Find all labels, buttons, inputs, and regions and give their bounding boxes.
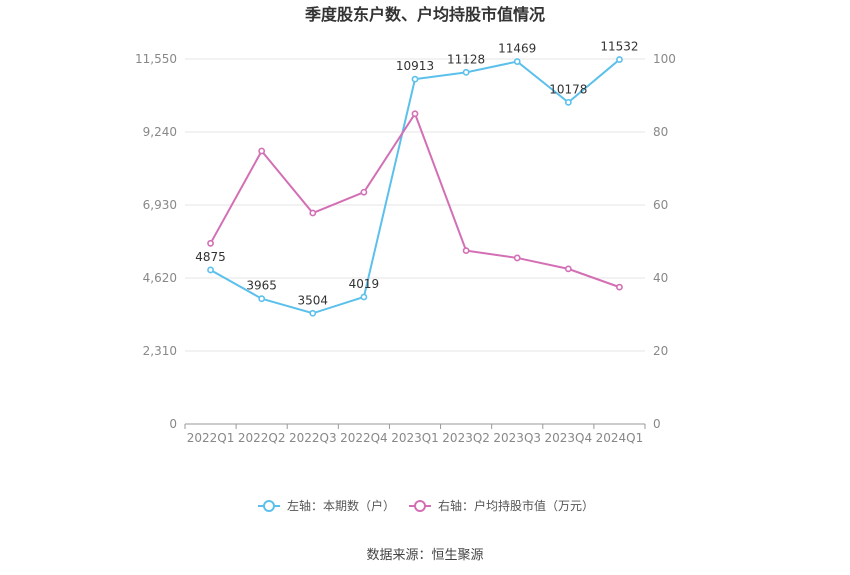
legend[interactable]: 左轴：本期数（户） 右轴：户均持股市值（万元） bbox=[258, 498, 594, 513]
data-label: 4019 bbox=[349, 277, 380, 291]
left-tick-label: 0 bbox=[169, 417, 177, 431]
right-tick-label: 0 bbox=[653, 417, 661, 431]
data-label: 11532 bbox=[600, 40, 638, 54]
data-point[interactable] bbox=[564, 265, 572, 273]
left-axis-ticks: 0 2,310 4,620 6,930 9,240 11,550 bbox=[135, 52, 177, 431]
data-point[interactable] bbox=[360, 293, 368, 301]
data-point[interactable] bbox=[411, 75, 419, 83]
data-point[interactable] bbox=[616, 283, 623, 291]
x-tick-label: 2023Q4 bbox=[545, 431, 593, 445]
data-point[interactable] bbox=[462, 68, 470, 76]
right-tick-label: 80 bbox=[653, 125, 668, 139]
data-point[interactable] bbox=[564, 98, 572, 106]
legend-item[interactable]: 右轴：户均持股市值（万元） bbox=[409, 498, 594, 513]
left-tick-label: 9,240 bbox=[143, 125, 177, 139]
left-tick-label: 11,550 bbox=[135, 52, 177, 66]
x-tick-label: 2024Q1 bbox=[596, 431, 644, 445]
grid-lines bbox=[185, 58, 645, 425]
data-point[interactable] bbox=[309, 309, 317, 317]
data-point[interactable] bbox=[309, 209, 317, 217]
legend-swatch-marker bbox=[263, 500, 275, 512]
data-label: 3965 bbox=[246, 279, 277, 293]
data-label: 3504 bbox=[298, 293, 329, 307]
data-point[interactable] bbox=[258, 147, 266, 155]
series-lines: 4875 3965 3504 4019 10913 11128 11469 10178 1153… bbox=[195, 40, 639, 317]
source-note: 数据来源：恒生聚源 bbox=[366, 548, 483, 563]
x-tick-label: 2023Q1 bbox=[391, 431, 439, 445]
x-tick-label: 2022Q3 bbox=[289, 431, 337, 445]
data-point[interactable] bbox=[207, 239, 214, 247]
right-tick-label: 100 bbox=[653, 52, 676, 66]
series-line-left bbox=[210, 58, 621, 315]
right-tick-label: 40 bbox=[653, 271, 668, 285]
legend-item[interactable]: 左轴：本期数（户） bbox=[258, 498, 395, 513]
data-point[interactable] bbox=[360, 188, 368, 196]
data-label: 11469 bbox=[498, 42, 536, 56]
data-label: 10913 bbox=[396, 59, 434, 73]
x-tick-label: 2023Q3 bbox=[493, 431, 541, 445]
right-axis-ticks: 0 20 40 60 80 100 bbox=[653, 52, 676, 431]
data-point[interactable] bbox=[207, 266, 214, 274]
data-point[interactable] bbox=[513, 58, 521, 65]
series-line-right bbox=[209, 111, 620, 289]
chart-title: 季度股东户数、户均持股市值情况 bbox=[304, 5, 545, 24]
x-axis-ticks: 2022Q1 2022Q2 2022Q3 2022Q4 2023Q1 2023Q2 2023… bbox=[184, 424, 646, 445]
right-tick-label: 60 bbox=[653, 198, 668, 212]
legend-label: 右轴：户均持股市值（万元） bbox=[438, 498, 594, 513]
left-tick-label: 4,620 bbox=[143, 271, 177, 285]
legend-label: 左轴：本期数（户） bbox=[287, 498, 395, 513]
left-tick-label: 6,930 bbox=[143, 198, 177, 212]
x-tick-label: 2022Q4 bbox=[340, 431, 388, 445]
data-label: 10178 bbox=[549, 82, 587, 96]
data-point[interactable] bbox=[258, 295, 266, 303]
legend-swatch-marker bbox=[414, 500, 426, 512]
x-tick-label: 2023Q2 bbox=[442, 431, 490, 445]
left-tick-label: 2,310 bbox=[143, 344, 177, 358]
data-point[interactable] bbox=[616, 56, 623, 63]
data-point[interactable] bbox=[462, 247, 470, 255]
data-label: 4875 bbox=[195, 250, 226, 264]
x-tick-label: 2022Q1 bbox=[187, 431, 235, 445]
x-tick-label: 2022Q2 bbox=[238, 431, 286, 445]
data-label: 11128 bbox=[447, 52, 485, 66]
data-point[interactable] bbox=[513, 254, 521, 262]
data-point[interactable] bbox=[411, 110, 419, 118]
right-tick-label: 20 bbox=[653, 344, 668, 358]
